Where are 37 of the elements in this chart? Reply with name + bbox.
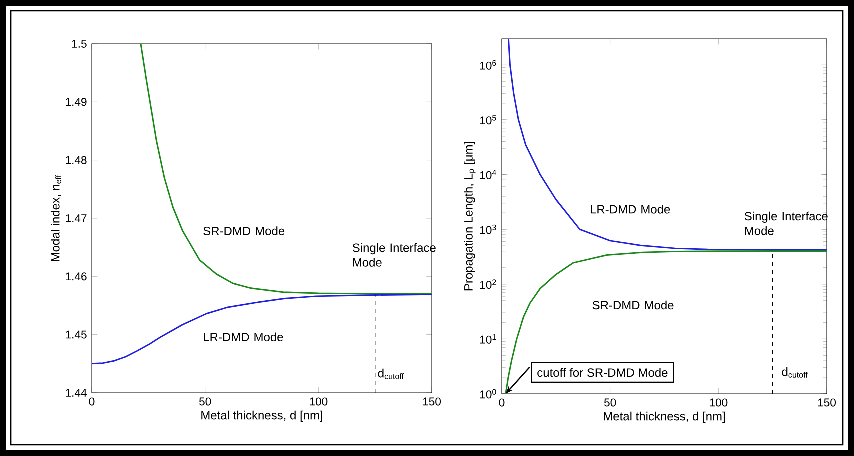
x-tick-label: 100 — [710, 398, 728, 407]
line-series — [91, 294, 433, 365]
line-series — [508, 38, 828, 251]
y-tick-label: 10$^{6}$ — [480, 60, 496, 70]
y-axis-title: Modal index, n$_{eff}$ — [50, 175, 62, 262]
annotation: d$_{cutoff}$ — [782, 367, 808, 378]
y-tick-label: 1.5 — [72, 40, 87, 48]
x-tick-label: 100 — [310, 398, 328, 406]
annotation: Single Interface Mode — [744, 212, 828, 236]
y-tick-label: 10$^{1}$ — [480, 334, 496, 344]
y-tick-label: 10$^{3}$ — [480, 224, 496, 234]
y-tick-label: 10$^{4}$ — [480, 170, 496, 180]
y-tick-label: 1.48 — [66, 156, 87, 164]
x-axis-title: Metal thickness, d [nm] — [202, 410, 322, 422]
annotation: LR-DMD Mode — [204, 332, 284, 342]
annotation: SR-DMD Mode — [204, 226, 285, 236]
y-tick-label: 10$^{0}$ — [480, 389, 496, 399]
y-tick-label: 10$^{5}$ — [480, 115, 496, 125]
x-tick-label: 150 — [818, 398, 836, 407]
y-tick-label: 10$^{2}$ — [480, 280, 496, 290]
x-axis-title: Metal thickness, d [nm] — [604, 412, 725, 424]
y-tick-label: 1.45 — [66, 330, 87, 339]
y-tick-label: 1.46 — [66, 272, 87, 281]
annotation: d$_{cutoff}$ — [378, 368, 404, 380]
x-tick-label: 0 — [89, 398, 95, 406]
y-axis-title: Propagation Length, L$_{p}$ [μm] — [464, 142, 476, 291]
y-tick-label: 1.47 — [66, 214, 87, 222]
annotation: SR-DMD Mode — [592, 300, 674, 310]
y-tick-label: 1.44 — [66, 389, 87, 397]
annotation: LR-DMD Mode — [591, 204, 670, 214]
annotation: Single Interface Mode — [352, 243, 436, 267]
x-tick-label: 0 — [499, 398, 505, 407]
x-tick-label: 50 — [604, 398, 616, 407]
x-tick-label: 150 — [423, 398, 442, 406]
y-tick-label: 1.49 — [66, 98, 87, 106]
annotation: cutoff for SR-DMD Mode — [538, 368, 668, 378]
x-tick-label: 50 — [199, 398, 212, 406]
